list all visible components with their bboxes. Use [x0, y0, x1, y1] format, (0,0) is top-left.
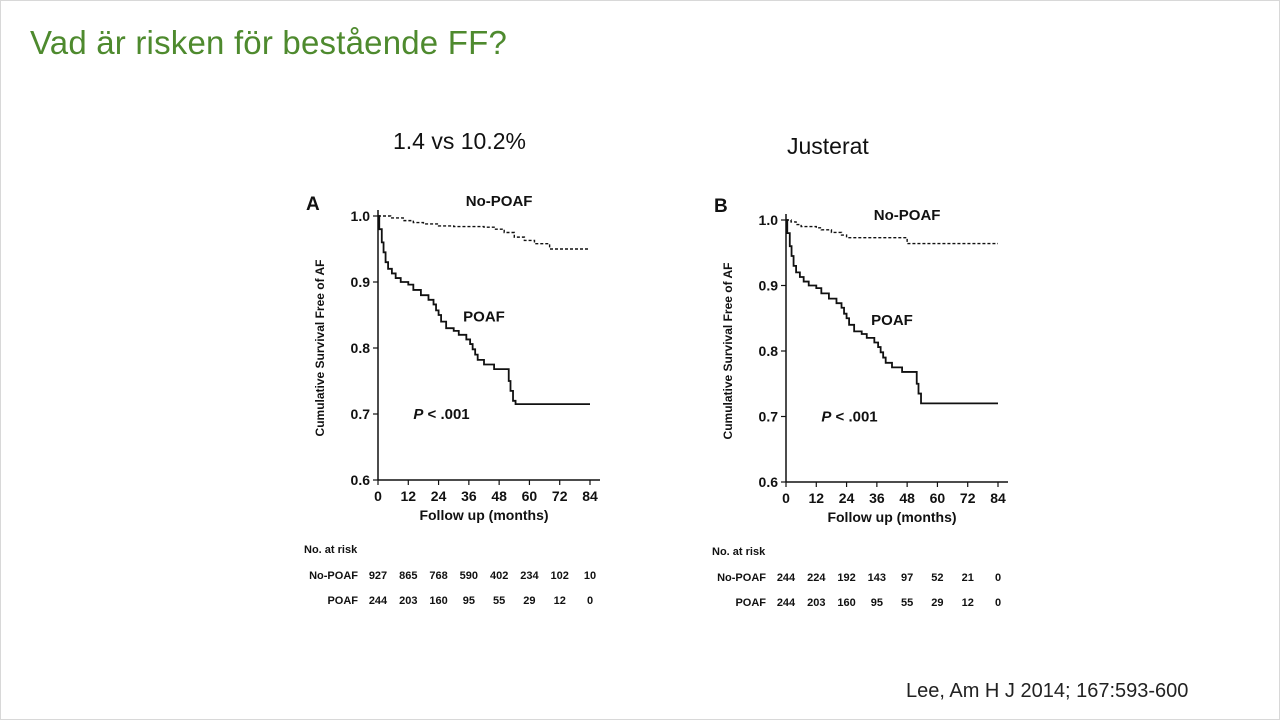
- y-tick-label: 1.0: [759, 212, 779, 228]
- poaf-series-label: POAF: [871, 312, 913, 329]
- x-tick-label: 0: [374, 488, 382, 504]
- poaf-series-label: POAF: [463, 309, 505, 326]
- panel-b-heading: Justerat: [787, 133, 869, 160]
- x-tick-label: 12: [808, 490, 824, 506]
- risk-cell: 160: [429, 595, 447, 607]
- x-tick-label: 84: [582, 488, 598, 504]
- citation: Lee, Am H J 2014; 167:593-600: [906, 680, 1188, 703]
- risk-cell: 102: [551, 570, 569, 582]
- risk-cell: 192: [837, 572, 855, 584]
- x-tick-label: 24: [839, 490, 855, 506]
- y-tick-label: 0.8: [351, 340, 371, 356]
- risk-cell: 52: [931, 572, 943, 584]
- risk-cell: 402: [490, 570, 508, 582]
- y-tick-label: 0.8: [759, 343, 779, 359]
- no-poaf-series-label: No-POAF: [466, 193, 533, 210]
- risk-cell: 10: [584, 570, 596, 582]
- y-axis-title: Cumulative Survival Free of AF: [313, 260, 327, 437]
- x-tick-label: 84: [990, 490, 1006, 506]
- y-tick-label: 0.7: [759, 409, 779, 425]
- no-poaf-curve: [378, 216, 590, 249]
- y-tick-label: 0.9: [351, 274, 371, 290]
- risk-cell: 768: [429, 570, 447, 582]
- risk-cell: 160: [837, 597, 855, 609]
- y-tick-label: 0.9: [759, 278, 779, 294]
- x-axis-title: Follow up (months): [419, 507, 548, 523]
- risk-cell: 234: [520, 570, 539, 582]
- y-tick-label: 0.6: [759, 474, 779, 490]
- risk-cell: 97: [901, 572, 913, 584]
- x-tick-label: 0: [782, 490, 790, 506]
- risk-cell: 0: [587, 595, 593, 607]
- risk-row-label: No-POAF: [309, 570, 358, 582]
- risk-cell: 29: [523, 595, 535, 607]
- no-poaf-series-label: No-POAF: [874, 207, 941, 224]
- x-tick-label: 48: [899, 490, 915, 506]
- x-axis-title: Follow up (months): [827, 509, 956, 525]
- km-chart-b: B 0.6 0.7 0.8 0.9 1.0 0 12 24 36 48 60 72 84 Follow up…: [708, 190, 1038, 605]
- risk-cell: 29: [931, 597, 943, 609]
- y-tick-label: 1.0: [351, 208, 371, 224]
- risk-cell: 21: [962, 572, 974, 584]
- risk-cell: 203: [807, 597, 825, 609]
- x-tick-label: 72: [960, 490, 976, 506]
- panel-label: A: [306, 194, 320, 215]
- risk-cell: 927: [369, 570, 387, 582]
- panel-label: B: [714, 196, 728, 217]
- risk-cell: 12: [962, 597, 974, 609]
- risk-cell: 865: [399, 570, 417, 582]
- risk-cell: 244: [777, 572, 796, 584]
- risk-cell: 95: [871, 597, 883, 609]
- x-tick-label: 24: [431, 488, 447, 504]
- slide-frame: [0, 0, 1280, 720]
- x-tick-label: 12: [400, 488, 416, 504]
- risk-cell: 12: [554, 595, 566, 607]
- x-tick-label: 36: [869, 490, 885, 506]
- x-tick-label: 36: [461, 488, 477, 504]
- y-tick-label: 0.7: [351, 406, 371, 422]
- risk-cell: 95: [463, 595, 475, 607]
- x-tick-label: 48: [491, 488, 507, 504]
- slide-title: Vad är risken för bestående FF?: [30, 24, 507, 62]
- risk-cell: 55: [493, 595, 505, 607]
- risk-row-label: POAF: [327, 595, 358, 607]
- x-tick-label: 72: [552, 488, 568, 504]
- x-tick-label: 60: [522, 488, 538, 504]
- p-value-label: P < .001: [821, 409, 877, 426]
- risk-cell: 244: [777, 597, 796, 609]
- x-tick-label: 60: [930, 490, 946, 506]
- risk-row-label: POAF: [735, 597, 766, 609]
- risk-cell: 224: [807, 572, 826, 584]
- panel-a-heading: 1.4 vs 10.2%: [393, 128, 526, 155]
- y-tick-label: 0.6: [351, 472, 371, 488]
- km-chart-a: A 0.6 0.7 0.8 0.9 1.0 0 12 24 36 48 60 72 84 Follow up…: [300, 188, 630, 598]
- risk-cell: 143: [868, 572, 886, 584]
- risk-cell: 0: [995, 572, 1001, 584]
- risk-cell: 590: [460, 570, 478, 582]
- risk-cell: 244: [369, 595, 388, 607]
- p-value-label: P < .001: [413, 406, 469, 423]
- risk-cell: 203: [399, 595, 417, 607]
- risk-row-label: No-POAF: [717, 572, 766, 584]
- y-axis-title: Cumulative Survival Free of AF: [721, 263, 735, 440]
- risk-table-title: No. at risk: [712, 546, 766, 558]
- risk-cell: 0: [995, 597, 1001, 609]
- risk-cell: 55: [901, 597, 913, 609]
- risk-table-title: No. at risk: [304, 544, 358, 556]
